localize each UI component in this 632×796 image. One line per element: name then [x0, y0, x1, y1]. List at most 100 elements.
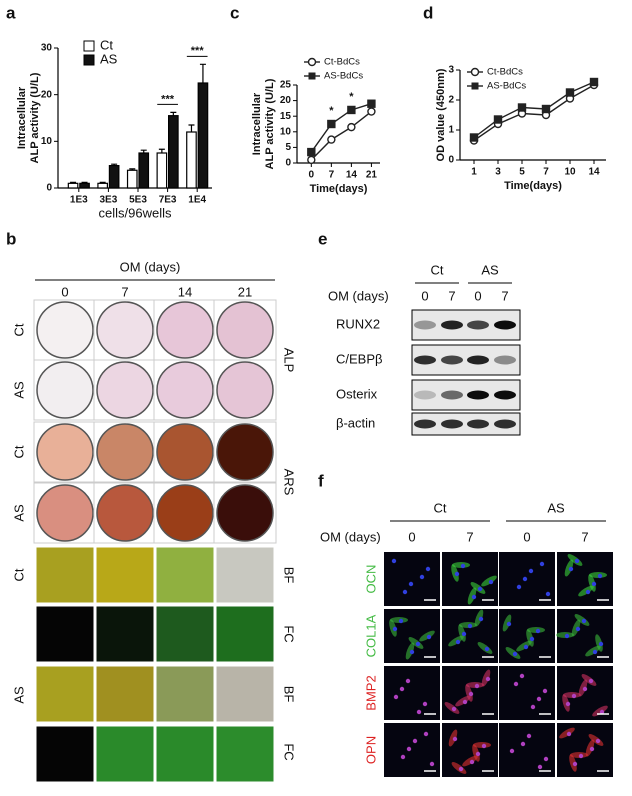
- point: [367, 99, 376, 108]
- x-tick-label: 10: [564, 167, 576, 178]
- cell-stain: [474, 609, 484, 627]
- cell-stain: [448, 635, 464, 647]
- micrograph: [95, 725, 155, 783]
- x-tick-label: 5E3: [129, 195, 147, 206]
- nucleus: [392, 626, 398, 632]
- well-image: [216, 361, 274, 419]
- error-bar: [129, 168, 136, 171]
- y-tick-label: 10: [280, 126, 292, 137]
- cell-stain: [589, 572, 607, 578]
- point: [367, 107, 376, 116]
- condition-label: OM (days): [328, 288, 389, 303]
- cell-stain: [578, 585, 594, 597]
- well-image: [156, 484, 214, 542]
- y-tick-label: 20: [280, 95, 292, 106]
- cell-stain: [465, 684, 473, 702]
- micrograph: [442, 723, 498, 777]
- point: [517, 103, 527, 112]
- nucleus: [485, 676, 491, 682]
- legend-marker: [308, 72, 316, 80]
- well-image: [96, 423, 154, 481]
- blot-band: [414, 320, 436, 330]
- x-axis-label: cells/96wells: [99, 205, 172, 220]
- series-line: [310, 110, 372, 161]
- day-label: 0: [61, 284, 68, 299]
- nucleus: [516, 584, 522, 590]
- nucleus: [477, 586, 483, 592]
- nucleus: [409, 649, 415, 655]
- micrograph: [557, 552, 613, 606]
- day-label: 14: [178, 284, 192, 299]
- group-label: AS: [11, 381, 26, 399]
- nucleus: [512, 651, 518, 657]
- point: [541, 104, 551, 114]
- cell-stain: [462, 755, 478, 767]
- nucleus: [588, 678, 594, 684]
- legend-marker: [470, 67, 480, 77]
- x-tick-label: 14: [346, 170, 358, 181]
- nucleus: [599, 709, 605, 715]
- blot-band: [441, 390, 463, 400]
- y-axis-label: OD value (450nm): [435, 68, 447, 161]
- nucleus: [398, 618, 404, 624]
- cell-stain: [472, 744, 480, 762]
- y-tick-label: 30: [41, 43, 53, 54]
- error-bar: [188, 124, 195, 132]
- legend-label: AS-BdCs: [487, 81, 526, 92]
- cell-stain: [408, 637, 424, 649]
- nucleus: [469, 759, 475, 765]
- bar: [197, 82, 209, 189]
- nucleus: [475, 751, 481, 757]
- stain-label: BF: [282, 686, 297, 703]
- nucleus: [391, 558, 397, 564]
- y-tick-label: 0: [448, 155, 454, 166]
- x-tick-label: 21: [366, 170, 378, 181]
- protein-label: β-actin: [336, 415, 375, 430]
- nucleus: [513, 681, 519, 687]
- group-label: Ct: [11, 323, 26, 336]
- point: [565, 88, 575, 97]
- micrograph: [35, 546, 95, 604]
- nucleus: [412, 738, 418, 744]
- cell-stain: [563, 692, 581, 698]
- blot-band: [414, 419, 436, 429]
- cell-stain: [569, 754, 577, 772]
- y-axis-label: ALP activity (U/L): [29, 72, 41, 163]
- y-tick-label: 20: [41, 89, 53, 100]
- cell-stain: [526, 629, 534, 647]
- series-line: [310, 103, 372, 153]
- panel-label: f: [318, 471, 324, 490]
- nucleus: [535, 628, 541, 634]
- y-tick-label: 3: [448, 65, 454, 76]
- nucleus: [523, 644, 529, 650]
- cell-stain: [470, 582, 486, 594]
- day-label: 21: [238, 284, 252, 299]
- cell-stain: [571, 619, 581, 637]
- cell-stain: [390, 617, 408, 623]
- bar: [108, 165, 120, 189]
- nucleus: [543, 756, 549, 762]
- micrograph: [155, 605, 215, 663]
- y-tick-label: 10: [41, 136, 53, 147]
- legend-marker: [471, 82, 479, 90]
- nucleus: [429, 761, 435, 767]
- x-axis-label: Time(days): [310, 183, 368, 195]
- cell-stain: [585, 739, 595, 757]
- nucleus: [529, 636, 535, 642]
- legend-label: Ct-BdCs: [487, 67, 523, 78]
- nucleus: [408, 581, 414, 587]
- nucleus: [522, 576, 528, 582]
- nucleus: [536, 696, 542, 702]
- significance-annotation: *: [349, 91, 354, 103]
- cell-stain: [585, 645, 601, 657]
- cell-stain: [419, 630, 435, 642]
- group-label: Ct: [11, 445, 26, 458]
- blot-band: [467, 355, 489, 365]
- x-tick-label: 0: [309, 170, 315, 181]
- blot-band: [467, 419, 489, 429]
- nucleus: [526, 733, 532, 739]
- day-label: 7: [501, 288, 508, 303]
- nucleus: [478, 616, 484, 622]
- condition-label: OM (days): [120, 259, 181, 274]
- x-axis-label: Time(days): [504, 180, 562, 192]
